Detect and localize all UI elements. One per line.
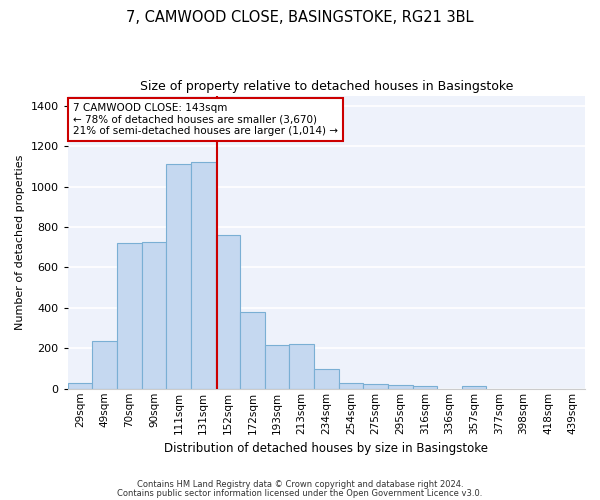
Bar: [215, 235, 240, 389]
Bar: [289, 344, 314, 389]
Title: Size of property relative to detached houses in Basingstoke: Size of property relative to detached ho…: [140, 80, 513, 93]
Bar: [413, 386, 437, 389]
Bar: [338, 382, 364, 389]
Bar: [462, 386, 487, 389]
Bar: [240, 312, 265, 389]
Text: Contains public sector information licensed under the Open Government Licence v3: Contains public sector information licen…: [118, 488, 482, 498]
Bar: [265, 346, 289, 389]
Bar: [117, 243, 142, 389]
Text: 7, CAMWOOD CLOSE, BASINGSTOKE, RG21 3BL: 7, CAMWOOD CLOSE, BASINGSTOKE, RG21 3BL: [126, 10, 474, 25]
Bar: [191, 162, 215, 389]
Bar: [388, 385, 413, 389]
Text: Contains HM Land Registry data © Crown copyright and database right 2024.: Contains HM Land Registry data © Crown c…: [137, 480, 463, 489]
Text: 7 CAMWOOD CLOSE: 143sqm
← 78% of detached houses are smaller (3,670)
21% of semi: 7 CAMWOOD CLOSE: 143sqm ← 78% of detache…: [73, 103, 338, 136]
Bar: [364, 384, 388, 389]
Bar: [92, 341, 117, 389]
Bar: [314, 368, 338, 389]
Bar: [68, 382, 92, 389]
Y-axis label: Number of detached properties: Number of detached properties: [15, 154, 25, 330]
X-axis label: Distribution of detached houses by size in Basingstoke: Distribution of detached houses by size …: [164, 442, 488, 455]
Bar: [142, 242, 166, 389]
Bar: [166, 164, 191, 389]
